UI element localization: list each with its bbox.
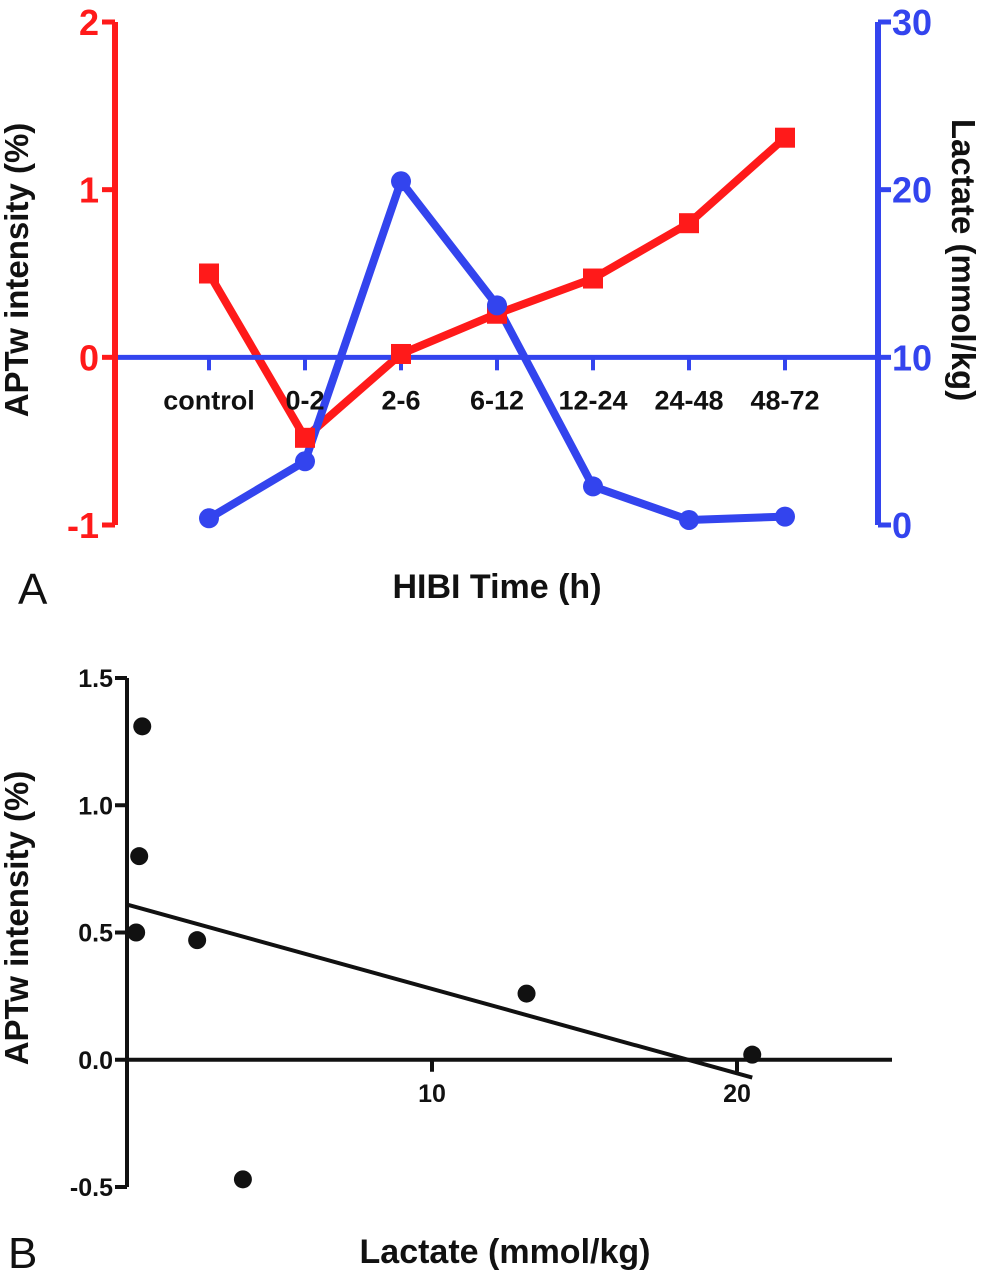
panel-a-x-tick-label: 0-2: [285, 385, 324, 415]
panel-a-left-tick-label: 0: [79, 337, 99, 378]
panel-a-right-tick-label: 20: [892, 170, 932, 211]
panel-a-square-marker: [391, 343, 411, 364]
panel-a-x-tick-label: 6-12: [470, 385, 524, 415]
panel-a-square-marker: [583, 268, 603, 289]
panel-a-x-tick-label: control: [163, 385, 255, 415]
panel-a-x-tick-label: 12-24: [558, 385, 627, 415]
panel-b-data-point: [127, 923, 146, 942]
panel-b-data-point: [133, 717, 152, 736]
panel-a-left-tick-label: -1: [67, 505, 99, 546]
panel-b-y-tick-label: 0.5: [78, 920, 113, 948]
panel-a-circle-marker: [391, 171, 411, 192]
panel-a-left-tick-label: 1: [79, 170, 99, 211]
panel-b-y-tick-label: 1.0: [78, 792, 113, 820]
panel-a-axes: [102, 19, 891, 528]
panel-a-x-tick-label: 2-6: [381, 385, 420, 415]
panel-a-circle-marker: [295, 451, 315, 472]
panel-b-labels: 1.5 1.0 0.5 0.0 -0.5 10 20: [70, 665, 751, 1202]
panel-a-circle-marker: [199, 508, 219, 529]
panel-b-data-point: [743, 1045, 762, 1064]
panel-a-square-marker: [775, 127, 795, 148]
panel-b-regression-line: [126, 902, 753, 1080]
panel-b-data-point: [233, 1170, 252, 1189]
panel-b-y-tick-label: 0.0: [78, 1047, 113, 1075]
panel-b: 1.5 1.0 0.5 0.0 -0.5 10 20 Lactate (mmol/kg) A…: [0, 665, 892, 1278]
panel-a-square-marker: [295, 427, 315, 448]
panel-b-axes: [115, 676, 892, 1189]
panel-a-x-tick-label: 24-48: [654, 385, 723, 415]
panel-b-points: [127, 717, 762, 1189]
panel-b-data-point: [130, 847, 149, 866]
panel-a-circle-marker: [775, 506, 795, 527]
panel-b-x-tick-label: 20: [723, 1080, 751, 1108]
panel-a-markers: [199, 127, 795, 530]
panel-b-y-tick-label: 1.5: [78, 665, 113, 693]
panel-b-x-tick-label: 10: [418, 1080, 446, 1108]
panel-a-square-marker: [199, 263, 219, 284]
panel-a-left-tick-label: 2: [79, 2, 99, 43]
panel-a-circle-marker: [487, 295, 507, 316]
panel-b-ylabel: APTw intensity (%): [0, 771, 35, 1066]
panel-a-x-tick-label: 48-72: [750, 385, 819, 415]
panel-a-right-tick-label: 30: [892, 2, 932, 43]
panel-b-letter: B: [8, 1229, 37, 1278]
panel-a-xlabel: HIBI Time (h): [392, 568, 601, 606]
panel-a-square-marker: [679, 213, 699, 234]
panel-b-data-point: [517, 984, 536, 1003]
panel-a-circle-marker: [679, 509, 699, 530]
panel-b-data-point: [188, 931, 207, 950]
panel-a-letter: A: [18, 565, 48, 614]
panel-a-circle-marker: [583, 476, 603, 497]
panel-a-left-ylabel: APTw intensity (%): [0, 123, 35, 418]
panel-a-right-tick-label: 10: [892, 337, 932, 378]
panel-a-right-ylabel: Lactate (mmol/kg): [945, 119, 982, 401]
panel-b-y-tick-label: -0.5: [70, 1174, 113, 1202]
panel-b-fit-line: [126, 902, 753, 1080]
panel-a-right-tick-label: 0: [892, 505, 912, 546]
panel-b-xlabel: Lactate (mmol/kg): [360, 1233, 651, 1271]
